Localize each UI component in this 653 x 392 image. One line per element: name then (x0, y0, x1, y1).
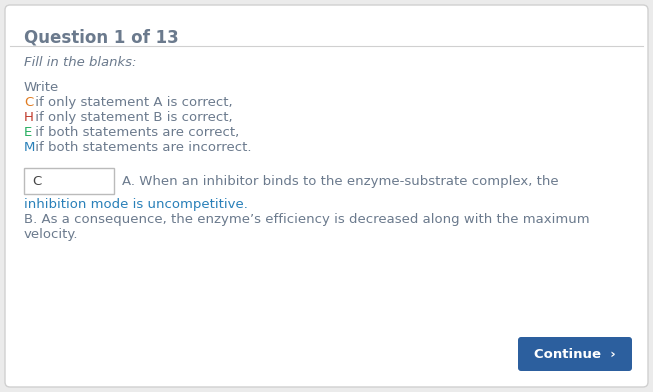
Text: Write: Write (24, 81, 59, 94)
Text: Fill in the blanks:: Fill in the blanks: (24, 56, 136, 69)
Text: C: C (32, 174, 41, 187)
Text: C: C (24, 96, 33, 109)
Text: if both statements are incorrect.: if both statements are incorrect. (31, 141, 251, 154)
FancyBboxPatch shape (5, 5, 648, 387)
Text: A. When an inhibitor binds to the enzyme-substrate complex, the: A. When an inhibitor binds to the enzyme… (122, 174, 558, 187)
Text: if both statements are correct,: if both statements are correct, (31, 126, 239, 139)
Text: if only statement B is correct,: if only statement B is correct, (31, 111, 232, 124)
Text: if only statement A is correct,: if only statement A is correct, (31, 96, 232, 109)
Text: inhibition mode is uncompetitive.: inhibition mode is uncompetitive. (24, 198, 248, 211)
Text: velocity.: velocity. (24, 228, 78, 241)
Text: E: E (24, 126, 32, 139)
FancyBboxPatch shape (24, 168, 114, 194)
Text: Continue  ›: Continue › (534, 347, 616, 361)
Text: H: H (24, 111, 34, 124)
Text: M: M (24, 141, 35, 154)
Text: Question 1 of 13: Question 1 of 13 (24, 28, 179, 46)
FancyBboxPatch shape (518, 337, 632, 371)
Text: B. As a consequence, the enzyme’s efficiency is decreased along with the maximum: B. As a consequence, the enzyme’s effici… (24, 213, 590, 226)
